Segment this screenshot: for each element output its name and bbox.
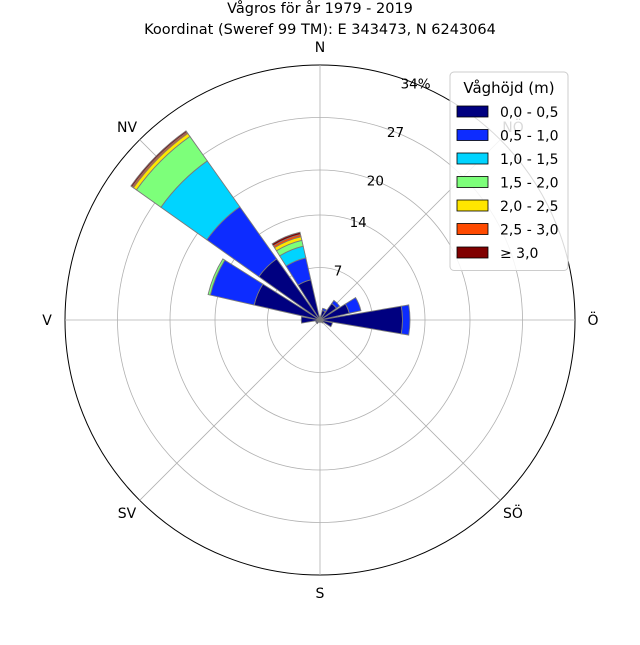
legend-label: 2,0 - 2,5: [500, 199, 558, 215]
legend-title: Våghöjd (m): [463, 79, 554, 97]
bar-segment-v-bin-0: [300, 316, 321, 324]
bar-segment-vnv-bin-3: [207, 258, 226, 296]
legend-label: 0,0 - 0,5: [500, 105, 558, 121]
direction-label: V: [42, 313, 52, 329]
legend-label: 1,0 - 1,5: [500, 152, 558, 168]
bar-segment-nnv-bin-6: [271, 231, 302, 247]
direction-label: N: [315, 40, 325, 56]
direction-label: NV: [117, 120, 137, 136]
grid-spoke: [319, 319, 501, 501]
radial-tick-label: 20: [367, 173, 384, 189]
radial-tick-label: 7: [334, 264, 343, 280]
legend-swatch: [456, 152, 489, 165]
legend-box: [449, 71, 569, 271]
legend-label: ≥ 3,0: [500, 246, 538, 262]
radial-tick-label: 27: [387, 125, 404, 141]
legend-swatch: [456, 246, 489, 259]
bar-segment-nö-bin-1: [331, 299, 341, 309]
legend-swatch: [456, 105, 489, 118]
legend-label: 2,5 - 3,0: [500, 223, 558, 239]
legend-swatch: [456, 129, 489, 141]
bar-segment-nv-bin-6: [130, 130, 188, 188]
legend-swatch: [456, 223, 489, 235]
chart-title-line-2: Koordinat (Sweref 99 TM): E 343473, N 62…: [144, 22, 496, 38]
legend-swatch: [456, 199, 489, 212]
direction-label: Ö: [587, 311, 598, 329]
legend-label: 0,5 - 1,0: [500, 129, 558, 145]
direction-label: SÖ: [503, 504, 523, 522]
radial-tick-label: 34%: [401, 76, 431, 92]
rose-bars: [130, 130, 411, 336]
bar-segment-nnö-bin-1: [321, 307, 328, 313]
grid-spoke: [139, 319, 321, 501]
bar-segment-önö-bin-1: [344, 297, 362, 314]
legend-label: 1,5 - 2,0: [500, 176, 558, 192]
direction-label: S: [316, 586, 325, 602]
radial-tick-label: 14: [350, 215, 367, 231]
legend-swatch: [456, 176, 489, 188]
bar-segment-ö-bin-1: [400, 304, 411, 336]
chart-title-line-1: Vågros för år 1979 - 2019: [227, 0, 413, 17]
direction-label: SV: [118, 506, 137, 522]
legend: Våghöjd (m) 0,0 - 0,5 0,5 - 1,0 1,0 - 1,5 1,…: [449, 71, 569, 271]
